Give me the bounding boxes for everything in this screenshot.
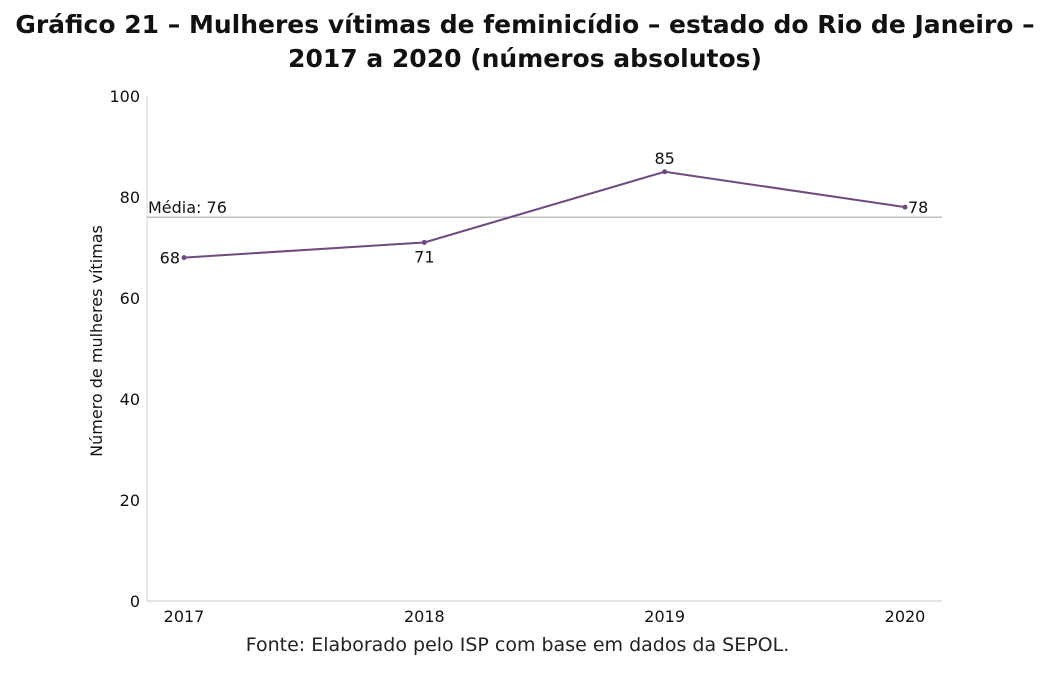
mean-reference: Média: 76	[147, 198, 942, 218]
data-point	[662, 169, 668, 175]
chart-axes	[146, 96, 942, 602]
x-tick-label: 2017	[164, 607, 205, 626]
data-label: 78	[908, 198, 928, 217]
data-label: 68	[160, 249, 180, 268]
series-line	[183, 170, 906, 259]
x-tick-labels: 2017 2018 2019 2020	[164, 607, 926, 626]
chart-title-line1: Gráfico 21 – Mulheres vítimas de feminic…	[15, 10, 1035, 39]
source-note: Fonte: Elaborado pelo ISP com base em da…	[245, 634, 790, 656]
x-tick-label: 2019	[644, 607, 685, 626]
y-tick-label: 80	[120, 188, 140, 207]
data-label: 71	[414, 247, 434, 266]
y-tick-label: 0	[130, 592, 140, 611]
data-labels: 68 71 85 78	[160, 149, 929, 268]
y-tick-label: 20	[120, 491, 140, 510]
data-point	[421, 239, 427, 245]
y-tick-label: 40	[120, 390, 140, 409]
y-tick-labels: 0 20 40 60 80 100	[109, 87, 140, 611]
x-tick-label: 2018	[404, 607, 445, 626]
y-axis-label: Número de mulheres vítimas	[87, 225, 106, 457]
x-tick-label: 2020	[885, 607, 926, 626]
series-layer	[181, 169, 908, 261]
data-point	[181, 255, 187, 261]
y-tick-label: 60	[120, 289, 140, 308]
data-label: 85	[654, 149, 674, 168]
chart-title-line2: 2017 a 2020 (números absolutos)	[288, 44, 762, 73]
chart-title: Gráfico 21 – Mulheres vítimas de feminic…	[0, 8, 1050, 76]
data-point	[902, 204, 908, 210]
y-tick-label: 100	[109, 87, 140, 106]
mean-label: Média: 76	[148, 198, 227, 217]
